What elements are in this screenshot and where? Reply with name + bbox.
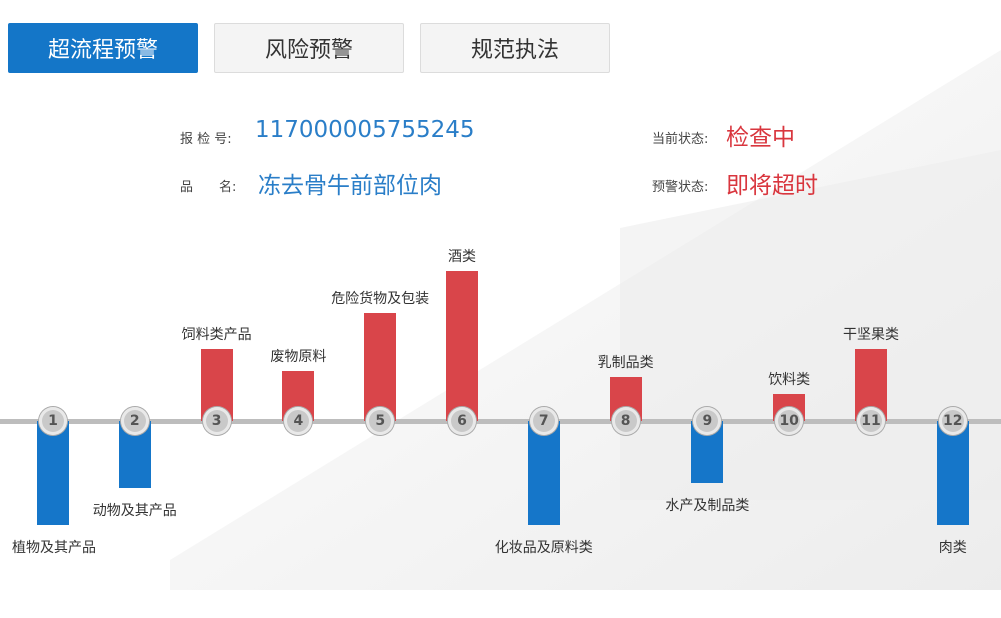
category-node-number: 4 bbox=[293, 413, 304, 429]
category-node-5[interactable]: 5 bbox=[366, 407, 395, 435]
category-bar-1[interactable] bbox=[37, 421, 69, 525]
category-node-number: 7 bbox=[538, 413, 549, 429]
inspection-number-value: 117000005755245 bbox=[255, 117, 475, 143]
category-node-4[interactable]: 4 bbox=[284, 407, 313, 435]
warning-status-label: 预警状态: bbox=[652, 180, 709, 195]
category-label-6[interactable]: 酒类 bbox=[448, 249, 476, 265]
category-node-number: 12 bbox=[943, 413, 963, 429]
tab-bar: 超流程预警 风险预警 规范执法 bbox=[8, 23, 610, 73]
category-label-4[interactable]: 废物原料 bbox=[270, 349, 327, 365]
current-status-value: 检查中 bbox=[726, 125, 795, 151]
category-bar-5[interactable] bbox=[364, 313, 397, 421]
category-node-number: 1 bbox=[48, 413, 58, 429]
product-name-value: 冻去骨牛前部位肉 bbox=[258, 173, 442, 199]
category-bar-12[interactable] bbox=[936, 421, 969, 525]
category-node-1[interactable]: 1 bbox=[39, 407, 67, 435]
tab-law-enforcement[interactable]: 规范执法 bbox=[420, 23, 610, 73]
product-name-label: 品 名: bbox=[180, 180, 237, 195]
category-bar-7[interactable] bbox=[527, 421, 560, 525]
category-node-12[interactable]: 12 bbox=[938, 407, 967, 435]
tab-risk-warning[interactable]: 风险预警 bbox=[214, 23, 404, 73]
current-status-label: 当前状态: bbox=[652, 132, 709, 147]
category-label-1[interactable]: 植物及其产品 bbox=[12, 540, 96, 556]
category-label-8[interactable]: 乳制品类 bbox=[597, 355, 654, 371]
category-node-number: 9 bbox=[702, 413, 713, 429]
category-label-7[interactable]: 化妆品及原料类 bbox=[494, 540, 593, 556]
category-label-11[interactable]: 干坚果类 bbox=[843, 327, 899, 343]
category-node-10[interactable]: 10 bbox=[775, 407, 804, 435]
timeline-axis bbox=[0, 419, 1001, 424]
category-node-7[interactable]: 7 bbox=[529, 407, 558, 435]
category-label-5[interactable]: 危险货物及包装 bbox=[331, 291, 430, 307]
category-node-number: 10 bbox=[779, 413, 799, 429]
category-node-11[interactable]: 11 bbox=[857, 407, 885, 435]
category-node-number: 11 bbox=[861, 413, 881, 429]
category-label-12[interactable]: 肉类 bbox=[938, 540, 967, 556]
category-bar-6[interactable] bbox=[446, 271, 478, 421]
category-node-2[interactable]: 2 bbox=[120, 407, 149, 435]
category-node-number: 6 bbox=[457, 413, 467, 429]
category-node-number: 5 bbox=[375, 413, 386, 429]
category-label-10[interactable]: 饮料类 bbox=[768, 372, 811, 388]
category-node-9[interactable]: 9 bbox=[693, 407, 722, 435]
warning-status-value: 即将超时 bbox=[726, 173, 818, 199]
inspection-number-label: 报 检 号: bbox=[180, 132, 232, 147]
category-node-3[interactable]: 3 bbox=[202, 407, 231, 435]
category-label-9[interactable]: 水产及制品类 bbox=[665, 498, 750, 514]
tab-process-warning[interactable]: 超流程预警 bbox=[8, 23, 198, 73]
category-node-8[interactable]: 8 bbox=[611, 407, 640, 435]
category-node-6[interactable]: 6 bbox=[448, 407, 476, 435]
category-node-number: 8 bbox=[620, 413, 631, 429]
category-label-2[interactable]: 动物及其产品 bbox=[92, 503, 177, 519]
category-label-3[interactable]: 饲料类产品 bbox=[181, 327, 252, 343]
category-node-number: 3 bbox=[211, 413, 222, 429]
category-node-number: 2 bbox=[129, 413, 140, 429]
